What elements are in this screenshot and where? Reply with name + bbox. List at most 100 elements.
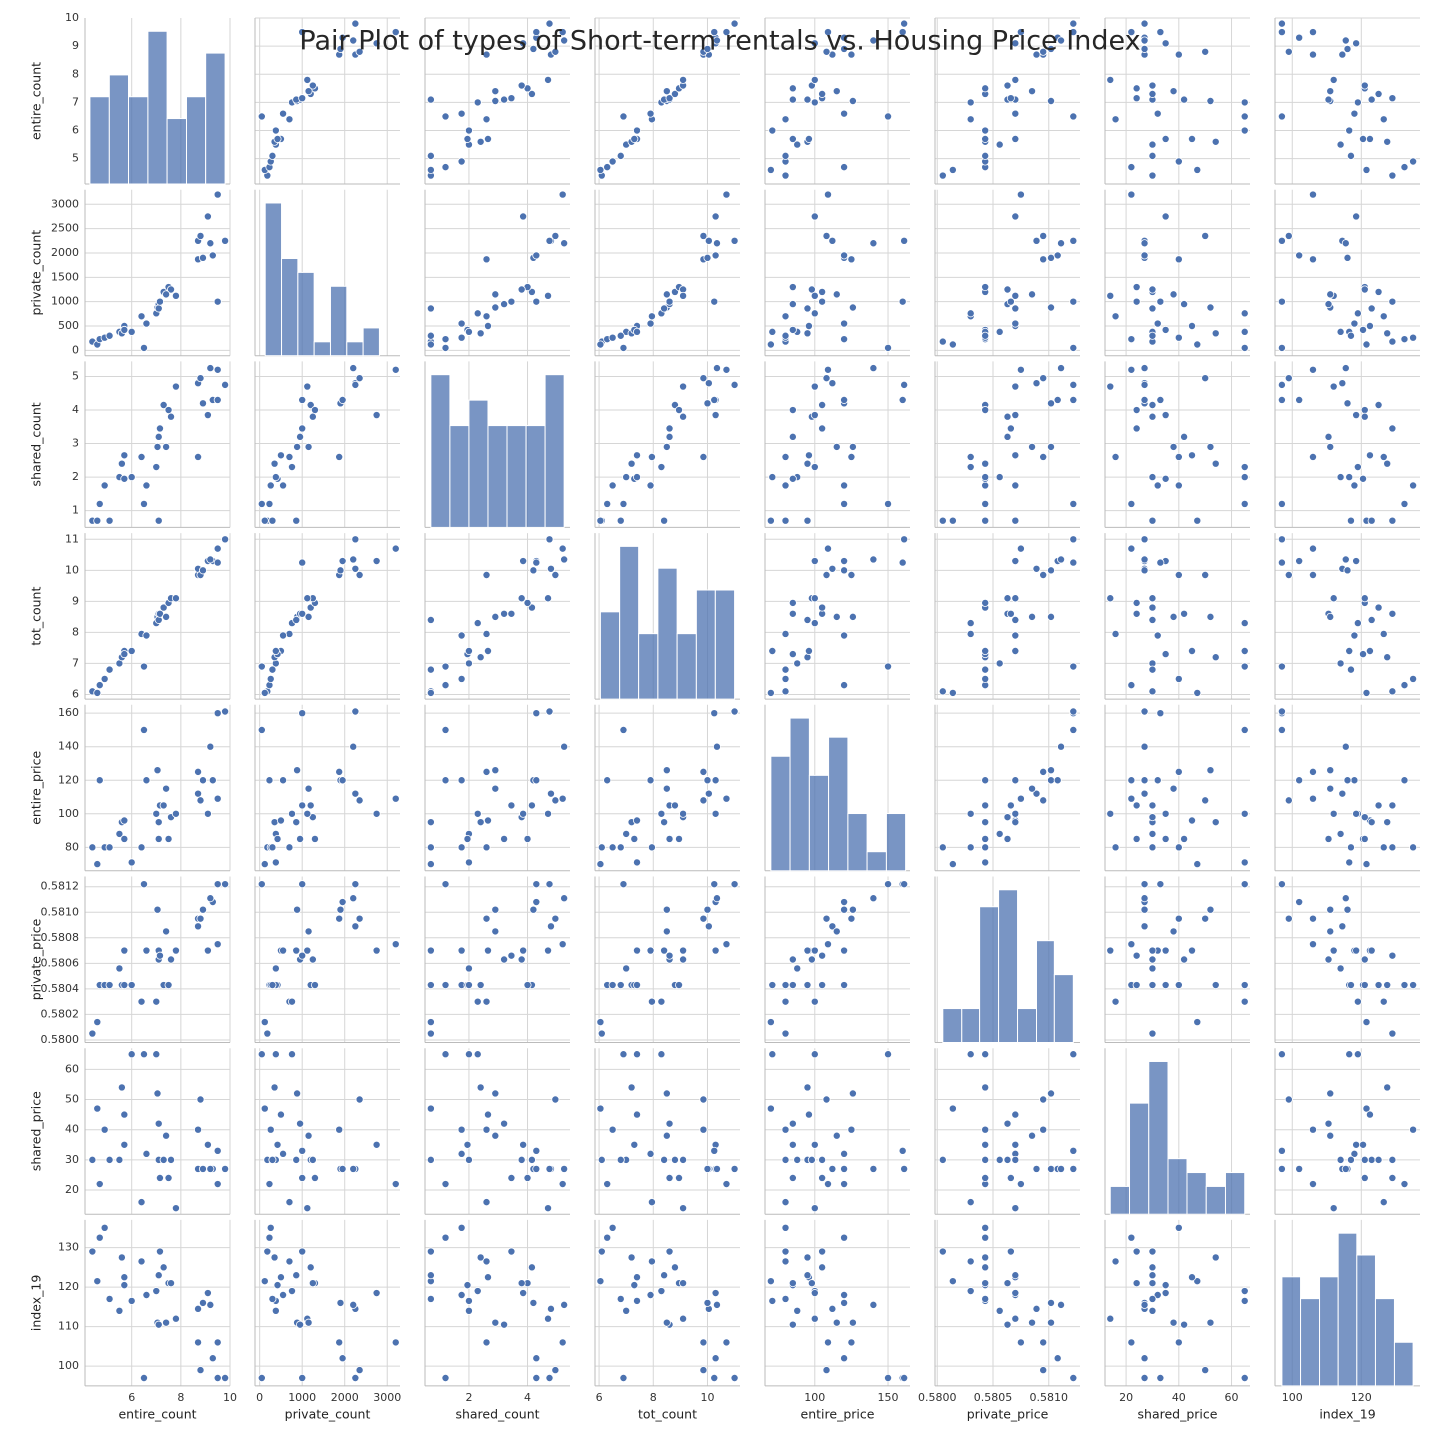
scatter-point <box>847 1125 856 1134</box>
scatter-point <box>482 843 491 852</box>
scatter-point <box>213 1373 222 1382</box>
scatter-point <box>1193 340 1202 349</box>
scatter-point <box>336 1298 345 1307</box>
scatter-point <box>840 33 849 42</box>
x-tick-label: 40 <box>1172 1391 1186 1404</box>
scatter-point <box>464 659 473 668</box>
scatter-point <box>818 603 827 612</box>
scatter-point <box>551 914 560 923</box>
scatter-point <box>1127 776 1136 785</box>
scatter-point <box>154 1320 163 1329</box>
scatter-point <box>271 858 280 867</box>
scatter-point <box>1132 283 1141 292</box>
cell <box>934 361 1080 528</box>
scatter-point <box>981 665 990 674</box>
scatter-point <box>287 1050 296 1059</box>
scatter-point <box>105 1155 114 1164</box>
scatter-point <box>627 459 636 468</box>
scatter-point <box>711 212 720 221</box>
scatter-point <box>1360 81 1369 90</box>
scatter-point <box>711 251 720 260</box>
scatter-point <box>391 794 400 803</box>
scatter-point <box>1132 1247 1141 1256</box>
scatter-point <box>529 44 538 53</box>
scatter-point <box>1069 380 1078 389</box>
scatter-point <box>822 1095 831 1104</box>
scatter-point <box>482 570 491 579</box>
scatter-point <box>1148 331 1157 340</box>
scatter-point <box>722 365 731 374</box>
cell <box>424 876 570 1043</box>
scatter-point <box>355 1366 364 1375</box>
scatter-point <box>1169 87 1178 96</box>
scatter-point <box>1148 1279 1157 1288</box>
scatter-point <box>1326 905 1335 914</box>
scatter-point <box>603 1233 612 1242</box>
scatter-point <box>296 1320 305 1329</box>
scatter-point <box>1039 796 1048 805</box>
scatter-point <box>1106 382 1115 391</box>
scatter-point <box>616 151 625 160</box>
scatter-point <box>1284 374 1293 383</box>
scatter-point <box>93 1104 102 1113</box>
scatter-point <box>1374 603 1383 612</box>
scatter-point <box>803 615 812 624</box>
scatter-point <box>1345 1050 1354 1059</box>
scatter-point <box>491 290 500 299</box>
scatter-point <box>523 981 532 990</box>
scatter-point <box>194 767 203 776</box>
y-tick-label: 110 <box>58 1320 79 1333</box>
x-tick-label: 6 <box>128 1391 135 1404</box>
scatter-point <box>152 463 161 472</box>
scatter-point <box>1161 212 1170 221</box>
scatter-point <box>355 570 364 579</box>
y-tick-label: 7 <box>72 95 79 108</box>
scatter-point <box>298 609 307 618</box>
cell <box>934 1048 1080 1215</box>
scatter-point <box>832 87 841 96</box>
scatter-point <box>476 653 485 662</box>
scatter-point <box>304 87 313 96</box>
scatter-point <box>1047 1089 1056 1098</box>
scatter-point <box>196 1095 205 1104</box>
scatter-point <box>517 1279 526 1288</box>
y-tick-label: 8 <box>72 625 79 638</box>
scatter-point <box>464 1306 473 1315</box>
scatter-point <box>142 481 151 490</box>
scatter-point <box>730 19 739 28</box>
scatter-point <box>306 801 315 810</box>
scatter-point <box>703 399 712 408</box>
scatter-point <box>1069 499 1078 508</box>
scatter-point <box>1240 499 1249 508</box>
scatter-point <box>1240 126 1249 135</box>
scatter-point <box>670 801 679 810</box>
scatter-point <box>1379 1198 1388 1207</box>
scatter-point <box>1161 650 1170 659</box>
scatter-point <box>159 1155 168 1164</box>
scatter-point <box>1006 94 1015 103</box>
scatter-point <box>1388 94 1397 103</box>
scatter-point <box>1374 89 1383 98</box>
scatter-point <box>1156 297 1165 306</box>
scatter-point <box>1003 81 1012 90</box>
scatter-point <box>995 327 1004 336</box>
y-tick-label: 5 <box>72 152 79 165</box>
scatter-point <box>463 134 472 143</box>
scatter-point <box>966 115 975 124</box>
scatter-point <box>268 981 277 990</box>
histogram-bar <box>264 202 283 357</box>
scatter-point <box>1140 19 1149 28</box>
scatter-point <box>840 1290 849 1299</box>
scatter-point <box>120 325 129 334</box>
scatter-point <box>1180 609 1189 618</box>
scatter-point <box>675 834 684 843</box>
scatter-point <box>981 516 990 525</box>
scatter-point <box>196 914 205 923</box>
scatter-point <box>793 1306 802 1315</box>
scatter-point <box>372 809 381 818</box>
scatter-point <box>810 1050 819 1059</box>
scatter-point <box>1326 612 1335 621</box>
scatter-point <box>1132 1279 1141 1288</box>
scatter-point <box>840 1354 849 1363</box>
scatter-point <box>292 1271 301 1280</box>
